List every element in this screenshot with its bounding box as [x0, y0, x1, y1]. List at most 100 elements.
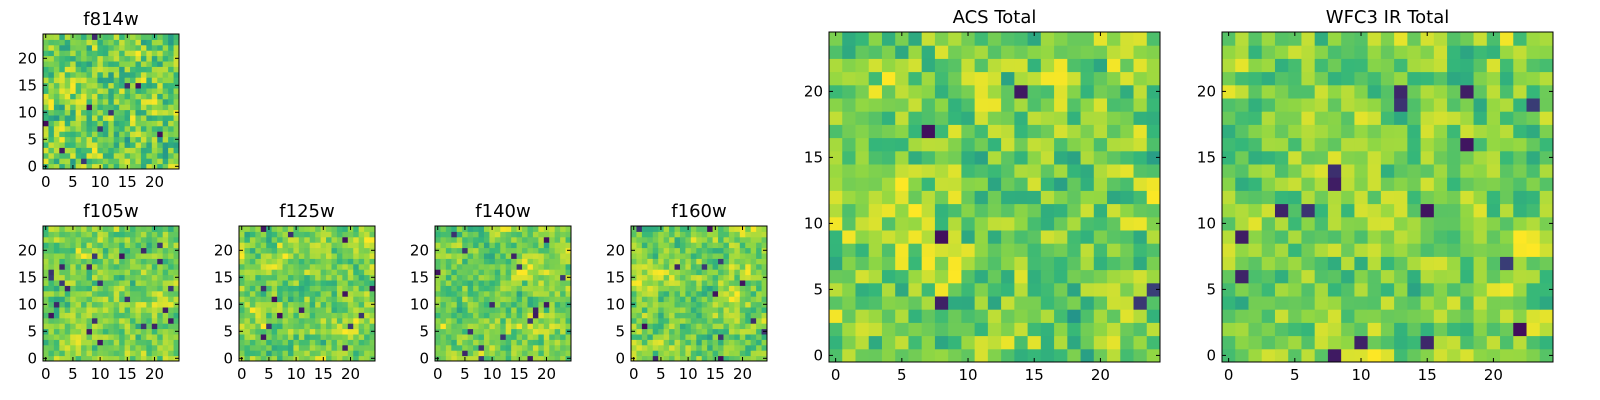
heatmap-cell — [298, 307, 305, 313]
heatmap-cell — [745, 253, 752, 259]
heatmap-cell — [1067, 58, 1082, 73]
heatmap-cell — [473, 350, 480, 357]
heatmap-cell — [462, 317, 469, 324]
heatmap-cell — [162, 82, 169, 89]
heatmap-cell — [157, 274, 164, 281]
heatmap-cell — [1460, 45, 1475, 59]
heatmap-cell — [532, 323, 539, 330]
heatmap-cell — [1354, 71, 1369, 86]
heatmap-cell — [658, 231, 665, 238]
heatmap-cell — [511, 301, 518, 308]
heatmap-cell — [173, 312, 180, 319]
heatmap-cell — [565, 236, 572, 243]
heatmap-cell — [921, 216, 936, 231]
heatmap-cell — [663, 290, 670, 297]
heatmap-cell — [1235, 309, 1249, 323]
heatmap-cell — [1526, 309, 1541, 323]
heatmap-cell — [440, 301, 447, 308]
heatmap-cell — [298, 280, 305, 286]
heatmap-cell — [146, 131, 153, 138]
heatmap-cell — [707, 317, 714, 324]
heatmap-cell — [500, 290, 507, 297]
heatmap-cell — [685, 344, 692, 351]
heatmap-cell — [1067, 137, 1082, 152]
heatmap-cell — [162, 242, 169, 249]
heatmap-cell — [641, 350, 648, 357]
heatmap-cell — [1433, 98, 1448, 112]
heatmap-cell — [162, 323, 169, 330]
heatmap-cell — [81, 158, 88, 165]
heatmap-cell — [119, 307, 126, 313]
heatmap-cell — [304, 334, 311, 340]
heatmap-cell — [961, 58, 976, 73]
heatmap-cell — [64, 39, 71, 46]
y-tick-label: 20 — [18, 241, 37, 259]
heatmap-cell — [162, 355, 169, 362]
heatmap-cell — [961, 296, 976, 310]
heatmap-cell — [462, 236, 469, 243]
heatmap-cell — [987, 58, 1002, 73]
heatmap-cell — [1146, 256, 1161, 271]
heatmap-cell — [75, 115, 82, 121]
heatmap-cell — [140, 226, 147, 232]
heatmap-cell — [249, 226, 256, 232]
heatmap-cell — [538, 328, 545, 335]
heatmap-cell — [326, 296, 332, 303]
heatmap-cell — [146, 231, 153, 238]
heatmap-cell — [1133, 177, 1148, 191]
heatmap-cell — [168, 344, 175, 351]
heatmap-cell — [309, 323, 316, 330]
heatmap-cell — [135, 253, 142, 259]
heatmap-cell — [135, 50, 142, 57]
heatmap-cell — [549, 355, 556, 362]
heatmap-cell — [1120, 137, 1135, 152]
heatmap-cell — [130, 66, 136, 73]
heatmap-cell — [974, 45, 989, 59]
heatmap-cell — [739, 307, 746, 313]
heatmap-cell — [244, 307, 251, 313]
heatmap-cell — [304, 301, 311, 308]
heatmap-cell — [462, 339, 469, 346]
heatmap-cell — [451, 242, 458, 249]
heatmap-cell — [108, 253, 115, 259]
heatmap-cell — [750, 339, 757, 346]
heatmap-cell — [135, 226, 142, 232]
heatmap-cell — [641, 269, 648, 276]
heatmap-cell — [91, 253, 98, 259]
heatmap-cell — [565, 253, 572, 259]
heatmap-cell — [756, 328, 763, 335]
heatmap-cell — [140, 317, 147, 324]
heatmap-cell — [1248, 230, 1263, 244]
heatmap-cell — [146, 258, 153, 265]
heatmap-cell — [658, 258, 665, 265]
heatmap-cell — [494, 350, 501, 357]
heatmap-cell — [298, 285, 305, 292]
heatmap-cell — [1120, 111, 1135, 125]
heatmap-cell — [696, 290, 703, 297]
heatmap-cell — [707, 242, 714, 249]
heatmap-cell — [130, 152, 136, 159]
heatmap-cell — [1420, 98, 1435, 112]
heatmap-cell — [1473, 243, 1488, 257]
heatmap-cell — [718, 334, 724, 340]
heatmap-cell — [266, 350, 273, 357]
heatmap-cell — [146, 39, 153, 46]
heatmap-cell — [59, 253, 66, 259]
heatmap-cell — [1248, 177, 1263, 191]
heatmap-cell — [59, 93, 66, 100]
heatmap-cell — [756, 226, 763, 232]
heatmap-cell — [287, 242, 294, 249]
heatmap-cell — [500, 307, 507, 313]
heatmap-cell — [168, 274, 175, 281]
heatmap-cell — [679, 296, 686, 303]
heatmap-cell — [489, 231, 496, 238]
heatmap-cell — [1235, 203, 1249, 218]
heatmap-cell — [130, 253, 136, 259]
heatmap-cell — [647, 231, 654, 238]
heatmap-cell — [1107, 190, 1121, 205]
heatmap-cell — [1248, 309, 1263, 323]
heatmap-cell — [1001, 32, 1015, 46]
heatmap-cell — [168, 66, 175, 73]
heatmap-cell — [168, 104, 175, 111]
